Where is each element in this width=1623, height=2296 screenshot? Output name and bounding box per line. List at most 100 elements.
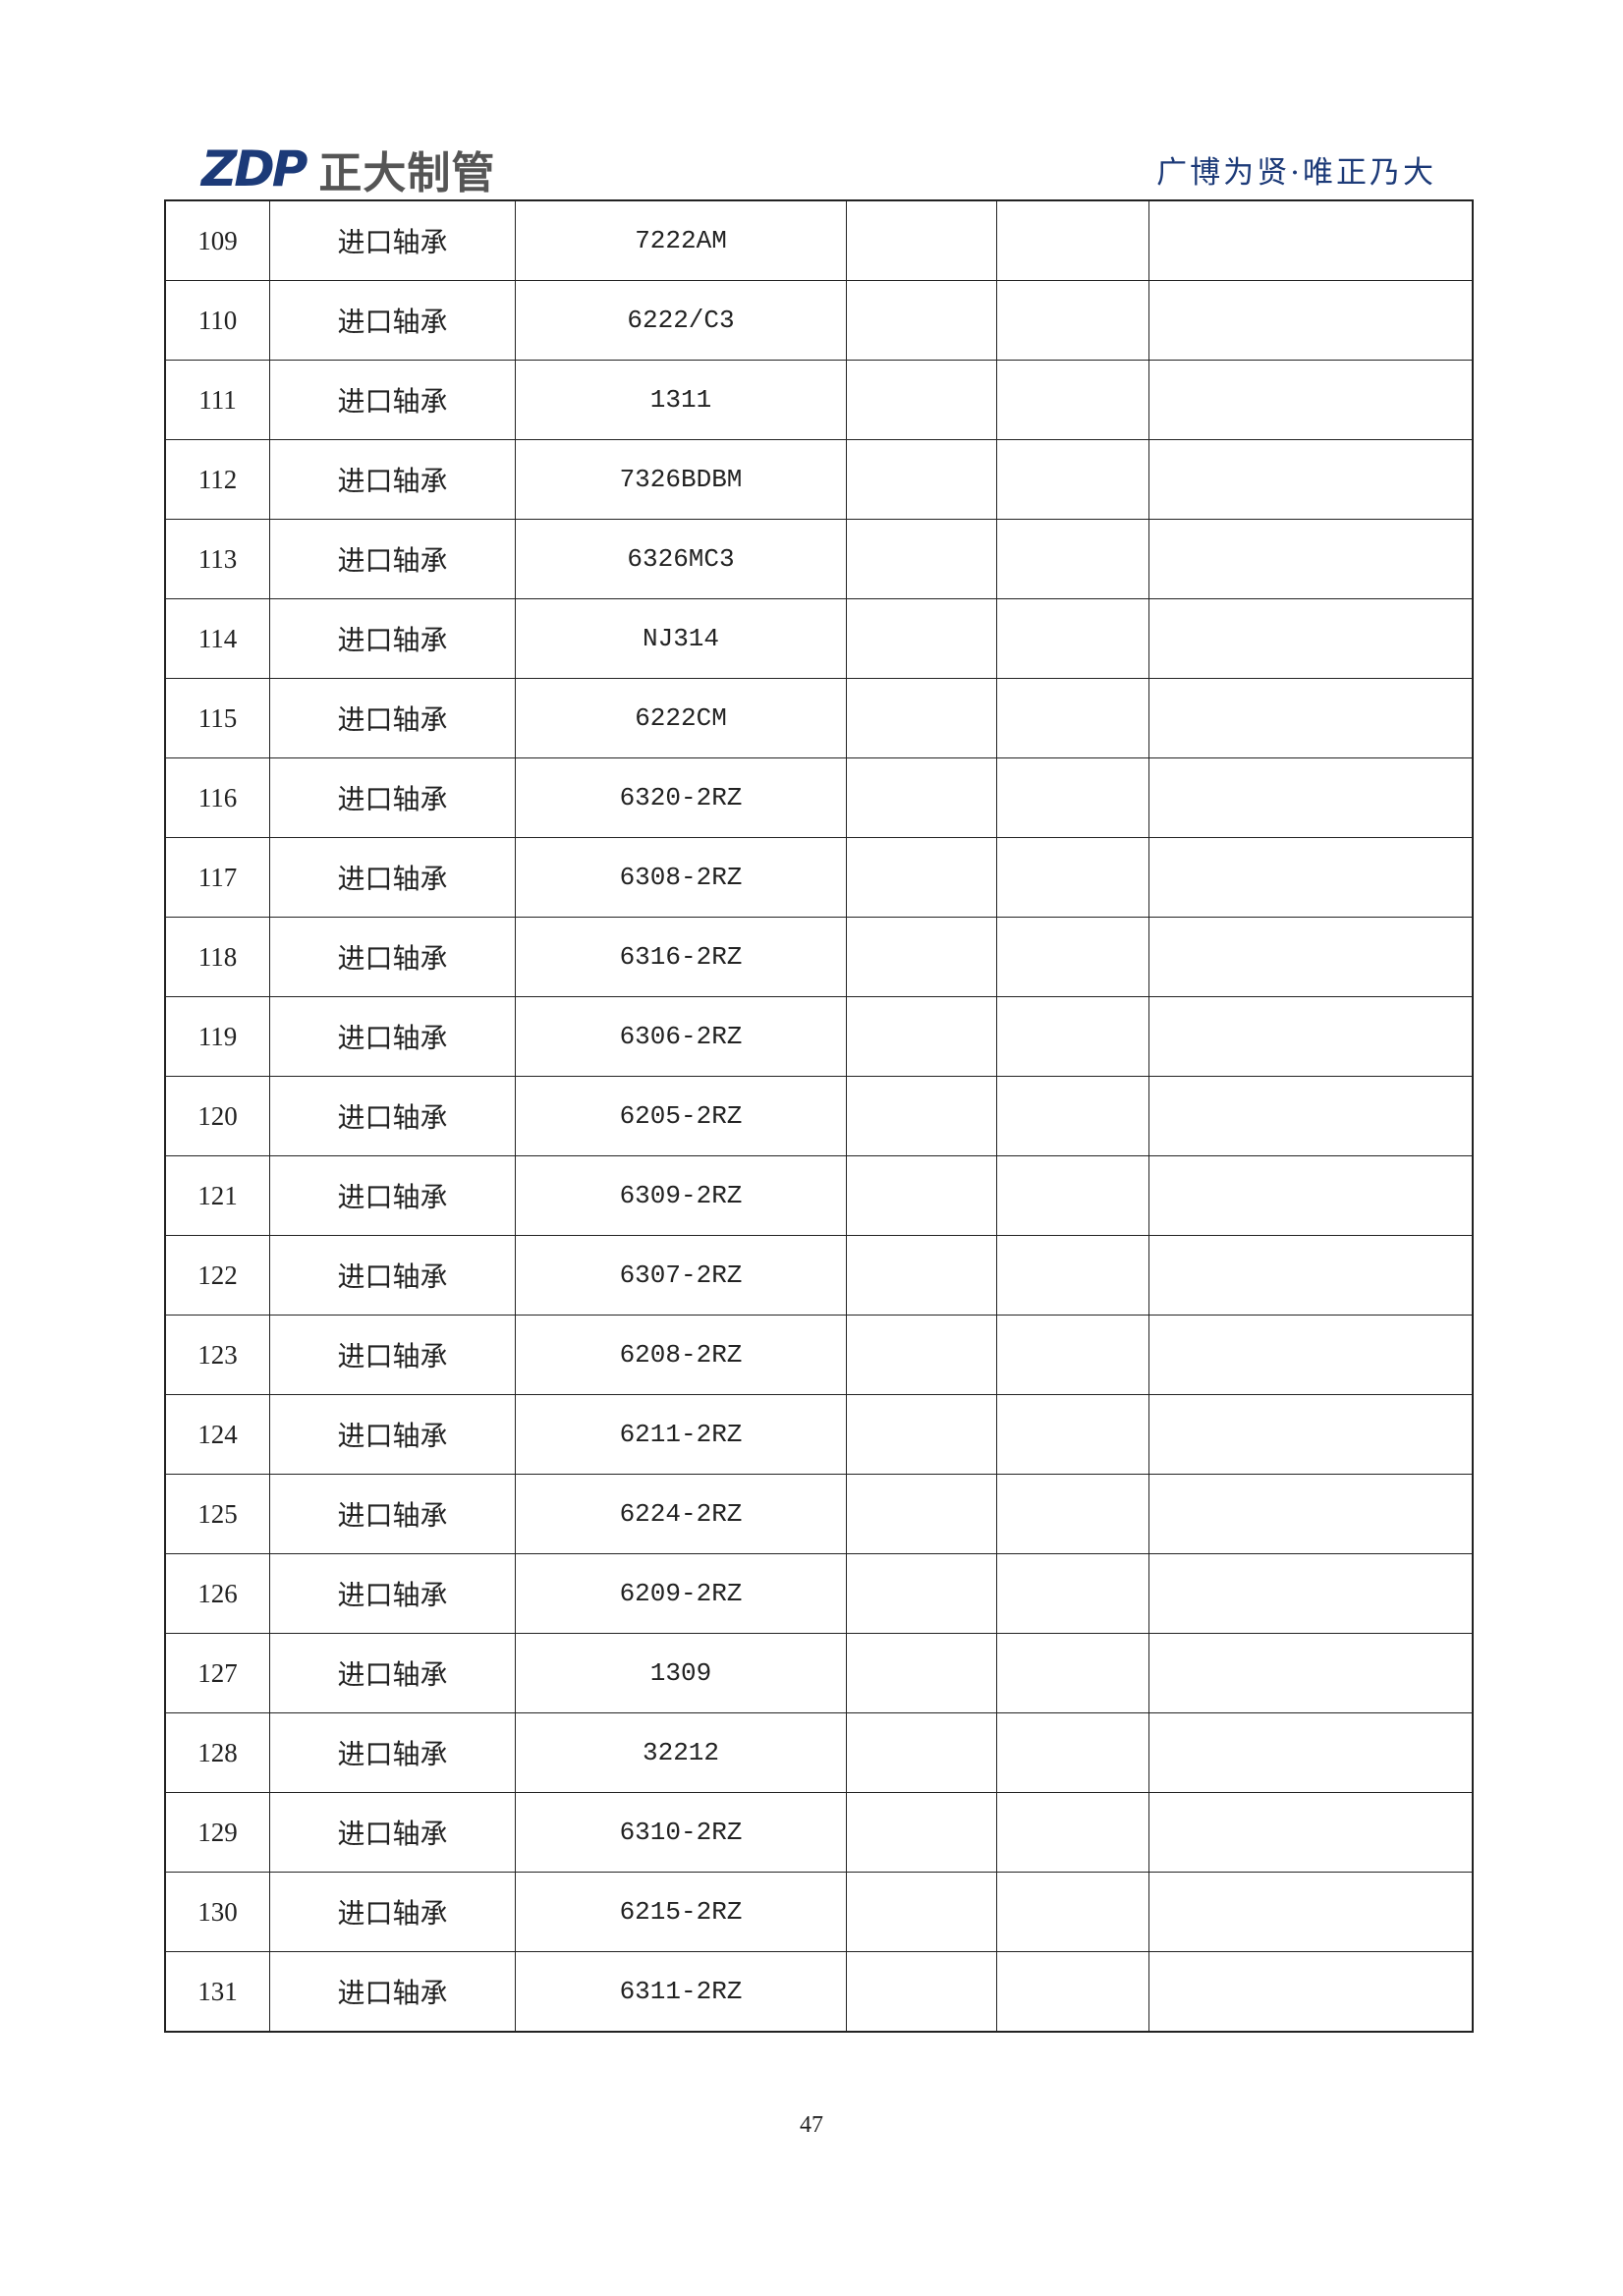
empty-cell [846,360,997,440]
empty-cell [1148,1076,1474,1156]
item-name: 进口轴承 [269,1553,516,1634]
model-number: 6209-2RZ [515,1553,847,1634]
table-row: 128 进口轴承 32212 [164,1712,1474,1793]
empty-cell [846,1155,997,1236]
row-index: 110 [164,280,270,361]
empty-cell [846,1235,997,1316]
table-row: 124 进口轴承 6211-2RZ [164,1394,1474,1475]
empty-cell [1148,360,1474,440]
table-row: 127 进口轴承 1309 [164,1633,1474,1713]
row-index: 117 [164,837,270,918]
table-row: 118 进口轴承 6316-2RZ [164,917,1474,997]
empty-cell [1148,757,1474,838]
empty-cell [996,280,1149,361]
company-logo: ZDP 正大制管 [201,138,495,200]
row-index: 130 [164,1872,270,1952]
table-row: 116 进口轴承 6320-2RZ [164,757,1474,838]
page-number: 47 [800,2112,823,2138]
empty-cell [846,917,997,997]
table-row: 110 进口轴承 6222/C3 [164,280,1474,361]
model-number: 6211-2RZ [515,1394,847,1475]
model-number: 32212 [515,1712,847,1793]
empty-cell [1148,1633,1474,1713]
model-number: 6205-2RZ [515,1076,847,1156]
empty-cell [846,757,997,838]
logo-mark: ZDP [201,140,308,197]
item-name: 进口轴承 [269,1315,516,1395]
empty-cell [1148,678,1474,758]
row-index: 122 [164,1235,270,1316]
row-index: 124 [164,1394,270,1475]
item-name: 进口轴承 [269,1076,516,1156]
table-row: 123 进口轴承 6208-2RZ [164,1315,1474,1395]
model-number: 6326MC3 [515,519,847,599]
table-row: 126 进口轴承 6209-2RZ [164,1553,1474,1634]
row-index: 119 [164,996,270,1077]
table-row: 130 进口轴承 6215-2RZ [164,1872,1474,1952]
empty-cell [846,280,997,361]
row-index: 125 [164,1474,270,1554]
empty-cell [846,1394,997,1475]
empty-cell [996,1235,1149,1316]
row-index: 115 [164,678,270,758]
row-index: 126 [164,1553,270,1634]
row-index: 111 [164,360,270,440]
table-row: 111 进口轴承 1311 [164,360,1474,440]
empty-cell [846,598,997,679]
item-name: 进口轴承 [269,1394,516,1475]
table-row: 112 进口轴承 7326BDBM [164,439,1474,520]
empty-cell [996,1076,1149,1156]
item-name: 进口轴承 [269,917,516,997]
model-number: 6310-2RZ [515,1792,847,1873]
item-name: 进口轴承 [269,1951,516,2033]
empty-cell [996,360,1149,440]
item-name: 进口轴承 [269,1474,516,1554]
table-row: 125 进口轴承 6224-2RZ [164,1474,1474,1554]
empty-cell [846,678,997,758]
empty-cell [846,1872,997,1952]
empty-cell [996,996,1149,1077]
model-number: 6208-2RZ [515,1315,847,1395]
model-number: 7326BDBM [515,439,847,520]
model-number: 6316-2RZ [515,917,847,997]
item-name: 进口轴承 [269,360,516,440]
empty-cell [1148,1394,1474,1475]
table-row: 122 进口轴承 6307-2RZ [164,1235,1474,1316]
empty-cell [1148,280,1474,361]
empty-cell [1148,1872,1474,1952]
model-number: 6309-2RZ [515,1155,847,1236]
empty-cell [1148,1553,1474,1634]
table-row: 115 进口轴承 6222CM [164,678,1474,758]
empty-cell [996,1394,1149,1475]
empty-cell [996,757,1149,838]
table-row: 114 进口轴承 NJ314 [164,598,1474,679]
empty-cell [996,1553,1149,1634]
model-number: NJ314 [515,598,847,679]
item-name: 进口轴承 [269,280,516,361]
empty-cell [996,1155,1149,1236]
item-name: 进口轴承 [269,439,516,520]
empty-cell [1148,199,1474,281]
table-row: 121 进口轴承 6309-2RZ [164,1155,1474,1236]
empty-cell [996,1712,1149,1793]
empty-cell [1148,439,1474,520]
empty-cell [996,1951,1149,2033]
bearing-table: 109 进口轴承 7222AM 110 进口轴承 6222/C3 111 进口轴承 1311 11… [164,199,1474,2033]
empty-cell [846,1792,997,1873]
empty-cell [1148,1792,1474,1873]
model-number: 6306-2RZ [515,996,847,1077]
empty-cell [1148,1155,1474,1236]
row-index: 120 [164,1076,270,1156]
empty-cell [1148,1315,1474,1395]
model-number: 6311-2RZ [515,1951,847,2033]
model-number: 6224-2RZ [515,1474,847,1554]
empty-cell [996,439,1149,520]
empty-cell [996,598,1149,679]
table-row: 119 进口轴承 6306-2RZ [164,996,1474,1077]
empty-cell [996,1474,1149,1554]
item-name: 进口轴承 [269,1872,516,1952]
item-name: 进口轴承 [269,1792,516,1873]
item-name: 进口轴承 [269,1155,516,1236]
table-row: 109 进口轴承 7222AM [164,199,1474,281]
row-index: 118 [164,917,270,997]
